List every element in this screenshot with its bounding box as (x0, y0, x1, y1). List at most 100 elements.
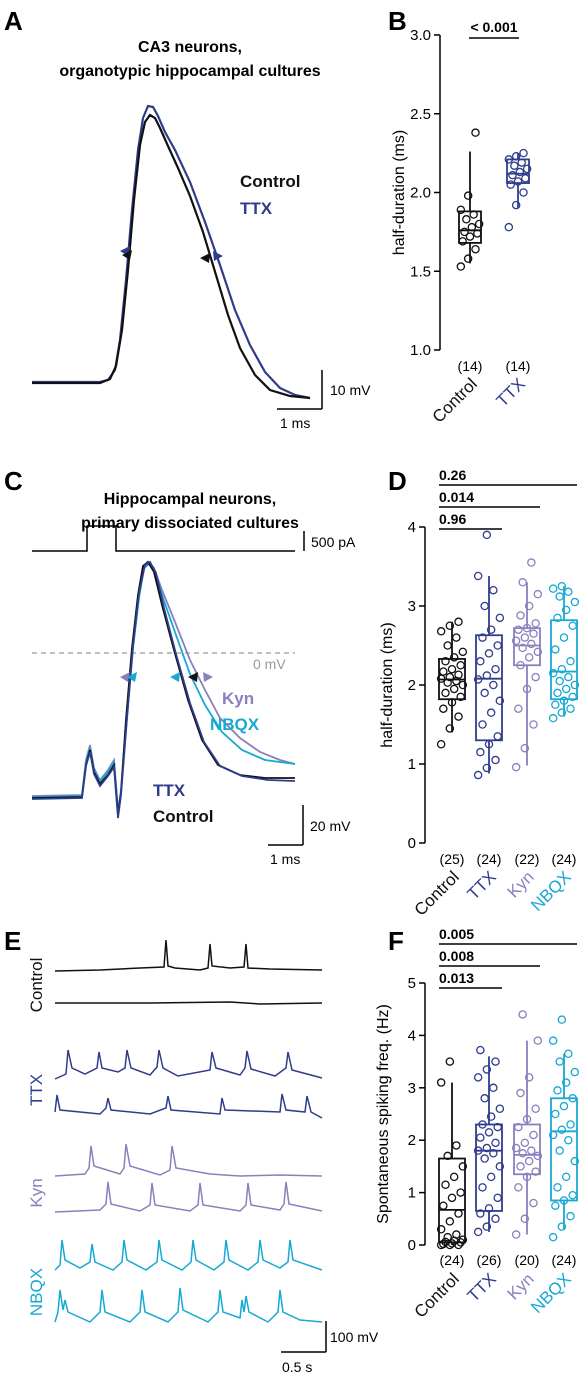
chart-f-point (482, 1065, 492, 1074)
chart-d-point (454, 670, 463, 679)
panel-a-scalebar: 10 mV 1 ms (277, 370, 371, 431)
chart-f-point (511, 1230, 521, 1239)
chart-f-point (482, 1222, 492, 1231)
chart-d-point (516, 661, 525, 670)
chart-f-n-label: (26) (477, 1252, 502, 1268)
chart-d-point (520, 743, 530, 753)
chart-b-ytick-label: 2.0 (410, 185, 431, 202)
chart-d-point (516, 611, 525, 620)
chart-d-point (520, 633, 530, 642)
chart-f-ylabel: Spontaneous spiking freq. (Hz) (375, 1004, 392, 1224)
chart-d-point (452, 633, 461, 642)
chart-d-point (493, 732, 502, 741)
panel-e-kyn-trace-1 (54, 1143, 323, 1177)
chart-f-point (568, 1094, 577, 1103)
chart-b-point (504, 222, 514, 232)
chart-f-point (555, 1057, 564, 1066)
chart-f-point (553, 1183, 562, 1192)
chart-f-point (568, 1190, 577, 1200)
panel-label-d: D (388, 466, 407, 496)
panel-e-kyn-trace-2 (54, 1181, 323, 1213)
chart-b-ytick-label: 1.5 (410, 263, 431, 280)
chart-d-point (484, 740, 494, 749)
chart-d-point (527, 558, 536, 567)
chart-f-point (516, 1088, 525, 1098)
chart-b-category-label: Control (429, 374, 481, 426)
chart-d-point (489, 680, 498, 690)
panel-e-control-trace-1 (54, 939, 323, 972)
panel-label-b: B (388, 6, 407, 36)
panel-e-row-label-kyn: Kyn (27, 1178, 46, 1207)
chart-d-point (524, 653, 534, 662)
chart-f-point (439, 1201, 448, 1210)
chart-d-point (564, 672, 573, 682)
chart-d-point (454, 712, 463, 721)
chart-f-point (445, 1217, 455, 1226)
chart-d-p-value: 0.96 (439, 511, 466, 527)
chart-f-point (456, 1188, 465, 1197)
panel-c-arrow-left (120, 672, 130, 682)
chart-f-point (473, 1227, 483, 1237)
chart-d-point (568, 692, 577, 702)
chart-f-p-value: 0.005 (439, 926, 474, 942)
chart-f-point (478, 1120, 487, 1129)
chart-b-point (467, 222, 477, 232)
chart-f-ytick-label: 2 (408, 1132, 416, 1149)
chart-f-point (484, 1204, 494, 1213)
chart-d-point (527, 639, 536, 649)
chart-f-point (559, 1196, 569, 1205)
panel-a-legend-control: Control (240, 172, 300, 191)
chart-f-ytick-label: 4 (408, 1027, 416, 1044)
chart-d-point (454, 617, 463, 627)
chart-d-point (561, 684, 571, 694)
chart-b-point (519, 148, 528, 158)
chart-f-box-kyn (513, 1123, 541, 1176)
chart-d-point (561, 605, 571, 615)
chart-d-point (548, 713, 558, 723)
chart-d-point (443, 678, 452, 687)
chart-b-p-value: < 0.001 (470, 19, 517, 35)
chart-f-point (439, 1239, 448, 1249)
chart-d-point (439, 667, 448, 676)
chart-b-point (460, 227, 469, 237)
chart-f-point (482, 1143, 492, 1153)
panel-a-scale-t: 1 ms (280, 415, 310, 431)
chart-d-point (548, 668, 558, 678)
panel-c-label-kyn: Kyn (222, 689, 254, 708)
chart-d-point (486, 708, 496, 717)
chart-b-point (469, 210, 478, 219)
chart-d-box-ttx (475, 634, 503, 742)
chart-d-point (531, 619, 540, 628)
chart-b-point (511, 152, 521, 161)
chart-f-point (486, 1172, 496, 1182)
panel-a-title-line1: CA3 neurons, (138, 39, 242, 56)
chart-f-point (564, 1049, 573, 1058)
chart-f-point (516, 1162, 525, 1171)
chart-d-point (491, 664, 500, 674)
chart-d-point (518, 578, 527, 587)
chart-d-ytick-label: 1 (408, 756, 416, 773)
chart-d-point (511, 636, 521, 646)
panel-a-legend-ttx: TTX (240, 199, 273, 218)
panel-c-title-line2: primary dissociated cultures (81, 515, 299, 532)
chart-f-point (449, 1172, 459, 1182)
chart-f-point (489, 1149, 498, 1158)
chart-d-point (570, 597, 580, 607)
chart-d-point (553, 688, 562, 698)
chart-b-ytick-label: 3.0 (410, 27, 431, 44)
chart-d-point (495, 613, 505, 623)
panel-e-scalebar: 100 mV 0.5 s (281, 1321, 379, 1375)
panel-a-trace-control (32, 113, 311, 400)
chart-b-point (463, 254, 473, 263)
panel-e-ttx-trace-1 (54, 1049, 323, 1080)
chart-f-box-nbqx (550, 1097, 578, 1202)
chart-f-point (436, 1078, 446, 1087)
chart-b-point (462, 215, 471, 224)
chart-d-point (458, 680, 468, 690)
chart-d-point (568, 621, 577, 631)
chart-b-point (458, 237, 467, 246)
chart-d-point (557, 664, 567, 674)
chart-f-point (548, 1036, 558, 1045)
chart-f-point (493, 1122, 502, 1132)
panel-c-title-line1: Hippocampal neurons, (104, 491, 276, 508)
